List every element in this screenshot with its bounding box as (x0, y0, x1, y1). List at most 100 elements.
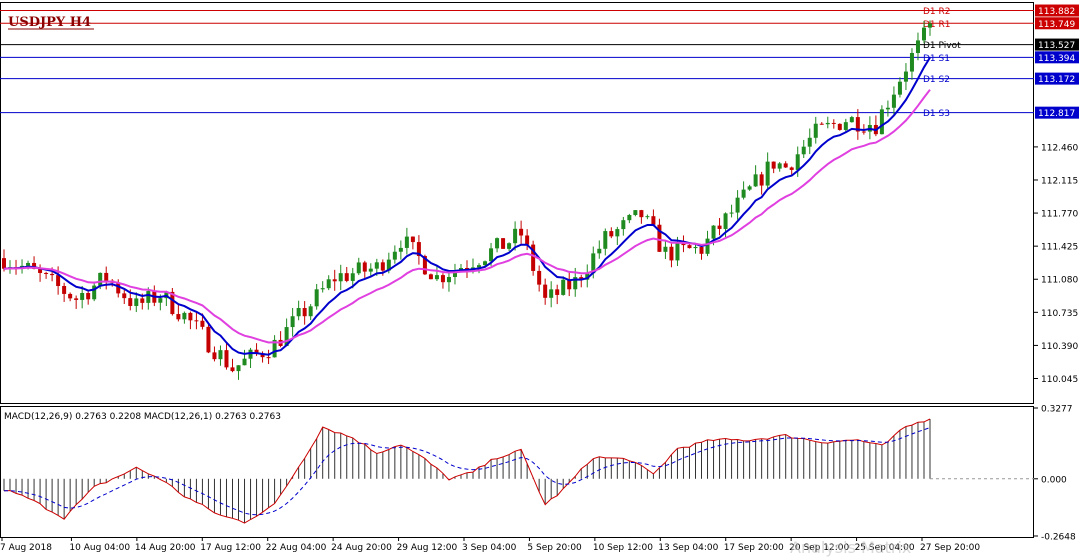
moving-averages (3, 56, 931, 356)
candle-body (230, 367, 235, 372)
candle-body (272, 339, 277, 358)
candle-body (224, 350, 229, 368)
time-tick-label: 10 Aug 04:00 (69, 543, 130, 553)
candle-body (356, 262, 361, 274)
price-tick-label: 111.425 (1041, 243, 1078, 253)
candle-body (254, 349, 259, 354)
pivot-levels: D1 R2 113.882 D1 R1 113.749 D1 Pivot 113.527 D… (0, 4, 1079, 119)
pivot-price-label: 113.172 (1038, 75, 1075, 85)
candle-body (146, 291, 151, 303)
candle-body (458, 267, 463, 271)
candle-body (507, 243, 512, 249)
time-tick-label: 27 Sep 20:00 (920, 543, 980, 553)
candle-body (362, 262, 367, 272)
candle-body (116, 282, 121, 294)
candle-body (404, 236, 409, 248)
candle-body (657, 224, 662, 252)
pivot-price-tag (1035, 51, 1079, 64)
candle-body (134, 298, 139, 306)
candle-body (627, 215, 632, 221)
candle-body (615, 229, 620, 237)
candle-body (837, 123, 842, 130)
candle-body (831, 122, 836, 124)
pivot-price-tag (1035, 72, 1079, 85)
candle-body (723, 213, 728, 229)
candle-body (801, 146, 806, 155)
price-tick-label: 111.080 (1041, 276, 1078, 286)
candle-body (140, 298, 145, 303)
candle-body (855, 117, 860, 132)
candle-body (537, 270, 542, 285)
pivot-price-label: 113.394 (1038, 54, 1075, 64)
pivot-price-tag (1035, 106, 1079, 119)
candle-body (212, 352, 217, 360)
pivot-label: D1 S2 (923, 75, 950, 85)
price-tick-label: 110.045 (1041, 375, 1078, 385)
time-tick-label: 14 Aug 20:00 (135, 543, 196, 553)
candle-body (284, 327, 289, 346)
candle-body (921, 27, 926, 41)
price-tick-label: 111.770 (1041, 210, 1078, 220)
candle-body (182, 312, 187, 320)
candle-body (567, 279, 572, 290)
candle-body (603, 231, 608, 249)
candle-body (410, 236, 415, 243)
candle-body (843, 122, 848, 130)
candle-body (206, 326, 211, 353)
candle-body (489, 248, 494, 262)
macd-signal-line (4, 427, 931, 516)
candle-body (170, 291, 175, 315)
candle-body (446, 276, 451, 283)
ma-slow-line (3, 89, 931, 344)
candle-body (591, 253, 596, 274)
pivot-label: D1 R2 (923, 7, 951, 17)
price-panel-frame (0, 2, 1034, 404)
candle-body (314, 289, 319, 307)
candle-body (735, 197, 740, 213)
candle-body (290, 316, 295, 328)
candle-body (885, 107, 890, 110)
candle-body (705, 238, 710, 254)
candle-body (128, 298, 133, 306)
candle-body (194, 320, 199, 322)
candle-body (525, 235, 530, 245)
candle-body (98, 272, 103, 286)
macd-legend: MACD(12,26,9) 0.2763 0.2208 MACD(12,26,1… (4, 412, 281, 422)
candle-body (422, 256, 427, 275)
candle-body (344, 273, 349, 281)
candle-body (693, 246, 698, 249)
candle-body (813, 123, 818, 138)
candle-body (717, 225, 722, 229)
candle-body (92, 285, 97, 300)
time-tick-label: 24 Aug 20:00 (331, 543, 392, 553)
candle-body (915, 40, 920, 53)
candle-body (374, 262, 379, 269)
pivot-price-label: 112.817 (1038, 109, 1075, 119)
candle-body (104, 272, 109, 281)
pivot-price-label: 113.882 (1038, 7, 1075, 17)
candle-body (579, 277, 584, 280)
candle-body (266, 357, 271, 359)
candle-body (26, 262, 31, 266)
pivot-price-tag (1035, 4, 1079, 17)
macd-line (3, 418, 931, 524)
chart-title: USDJPY H4 (8, 15, 91, 30)
candle-body (495, 238, 500, 249)
candle-body (543, 284, 548, 298)
candle-body (260, 353, 265, 358)
candle-body (729, 212, 734, 214)
candle-body (711, 225, 716, 239)
candle-body (819, 123, 824, 125)
candle-body (477, 265, 482, 268)
time-tick-label: 22 Aug 04:00 (266, 543, 327, 553)
ma-fast-line (3, 56, 931, 356)
candle-body (74, 298, 79, 300)
candle-body (741, 189, 746, 198)
time-tick-label: 25 Sep 04:00 (855, 543, 915, 553)
candle-body (639, 210, 644, 218)
candle-body (928, 23, 932, 28)
candle-body (903, 71, 908, 82)
pivot-price-label: 113.527 (1038, 41, 1075, 51)
candle-body (807, 137, 812, 147)
